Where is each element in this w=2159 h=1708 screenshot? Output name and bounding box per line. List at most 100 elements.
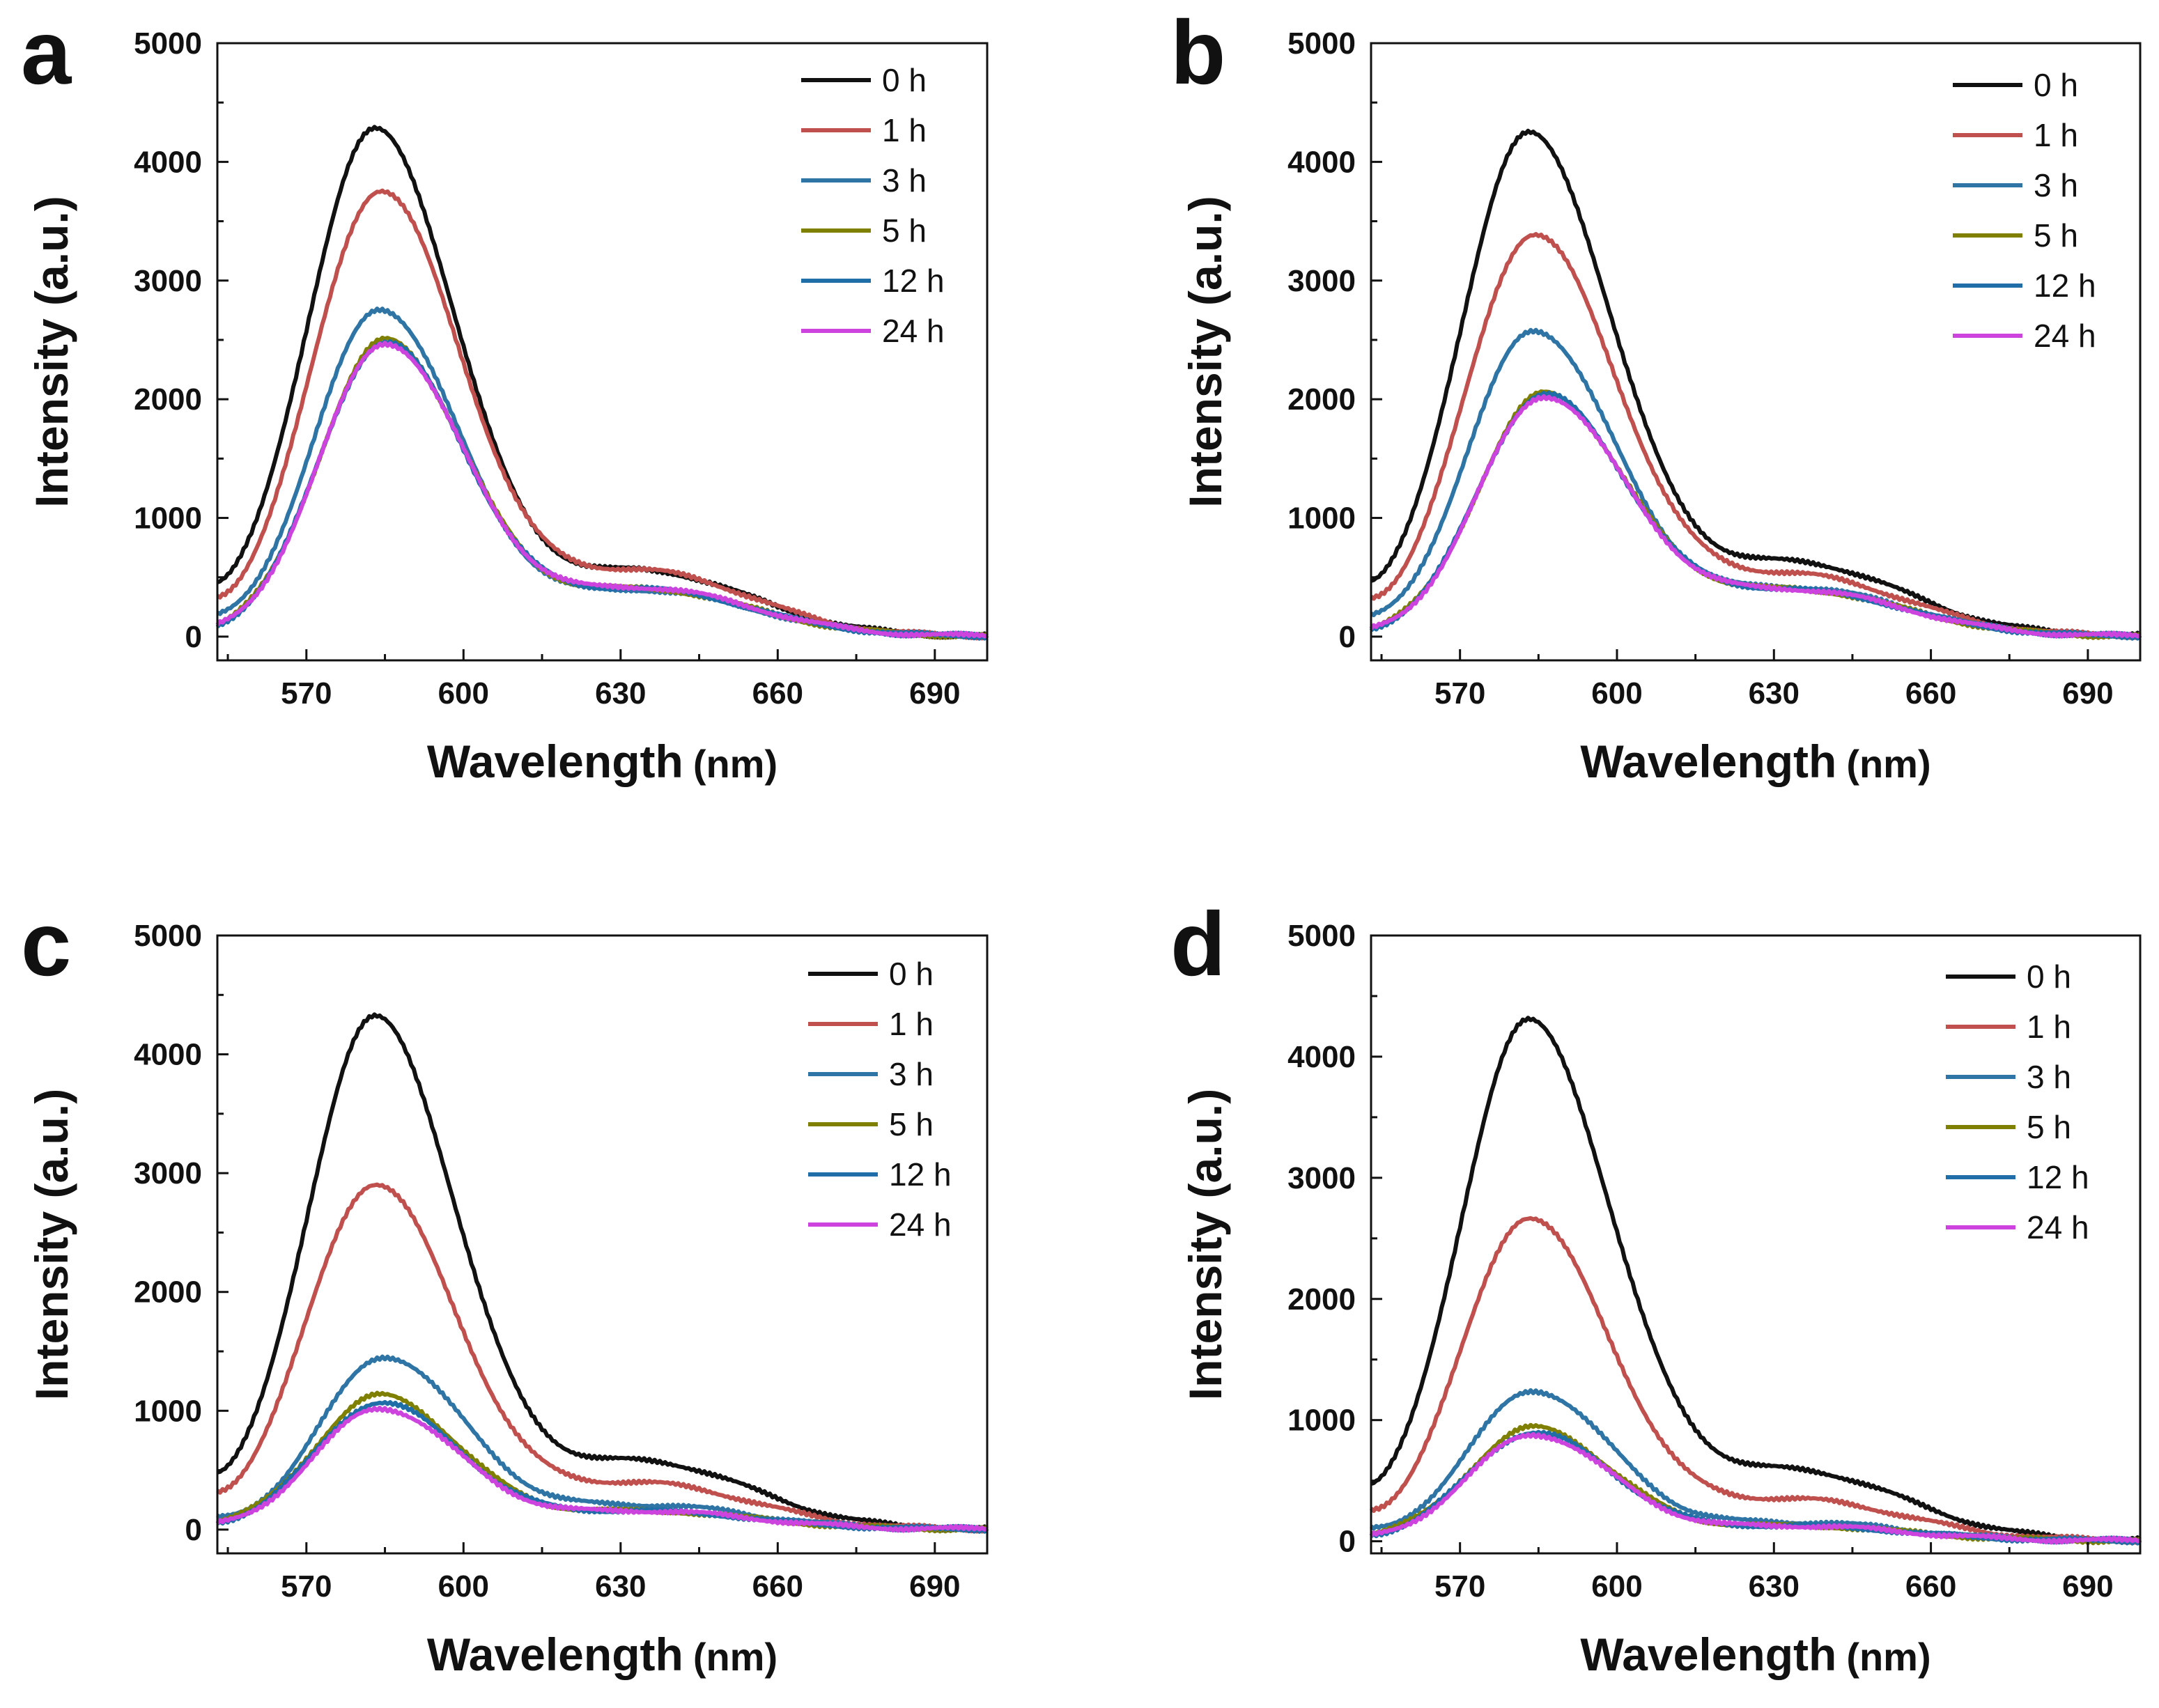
x-tick-label: 660 — [752, 1569, 803, 1604]
y-tick-label: 1000 — [134, 502, 202, 536]
y-tick-label: 5000 — [1287, 26, 1356, 61]
legend-item: 24 h — [1946, 1209, 2089, 1245]
legend-item: 5 h — [801, 212, 927, 249]
x-tick-label: 630 — [595, 676, 646, 711]
x-tick-label: 630 — [1749, 676, 1800, 711]
x-tick-label: 600 — [1591, 1569, 1642, 1604]
legend-label: 3 h — [2034, 167, 2078, 203]
series-group — [1369, 1016, 2142, 1546]
y-axis-title: Intensity (a.u.) — [1179, 1089, 1231, 1400]
legend-label: 24 h — [882, 313, 945, 349]
legend-label: 5 h — [889, 1106, 934, 1142]
x-tick-label: 660 — [752, 676, 803, 711]
legend-label: 1 h — [2034, 117, 2078, 153]
legend-item: 24 h — [808, 1206, 952, 1243]
x-tick-label: 630 — [595, 1569, 646, 1604]
x-tick-label: 690 — [2062, 1569, 2113, 1604]
legend-item: 1 h — [808, 1006, 934, 1042]
legend-label: 12 h — [889, 1156, 952, 1193]
legend: 0 h 1 h 3 h 5 h 12 h 24 h — [1953, 67, 2096, 354]
legend-item: 1 h — [801, 112, 927, 148]
y-axis: 0 1000 2000 3000 4000 5000 — [134, 919, 229, 1547]
series-line-0h — [1370, 1016, 2142, 1544]
y-tick-label: 2000 — [134, 1275, 202, 1310]
panel-b: b 570 600 630 660 690 0 1000 2000 3000 4000 5000 Wav… — [1170, 1, 2142, 787]
plot-frame — [1370, 934, 2142, 1555]
legend-item: 12 h — [1953, 267, 2096, 304]
series-line-1h — [216, 1182, 989, 1534]
y-tick-label: 0 — [1339, 1525, 1356, 1559]
x-axis-label: Wavelength — [1580, 736, 1836, 787]
x-axis: 570 600 630 660 690 — [226, 1542, 961, 1604]
x-axis-unit: (nm) — [1846, 742, 1930, 786]
y-tick-label: 4000 — [134, 145, 202, 179]
x-tick-label: 690 — [2062, 676, 2113, 711]
legend-label: 0 h — [882, 62, 927, 98]
legend-item: 3 h — [808, 1056, 934, 1092]
x-axis-title: Wavelength (nm) — [427, 736, 777, 787]
y-tick-label: 2000 — [1287, 1282, 1356, 1317]
series-line-0h — [1370, 128, 2142, 639]
series-line-1h — [1370, 232, 2142, 640]
y-tick-label: 2000 — [134, 382, 202, 417]
legend-label: 3 h — [2027, 1059, 2071, 1095]
legend-item: 12 h — [1946, 1159, 2089, 1195]
legend-label: 3 h — [882, 162, 927, 199]
y-tick-label: 4000 — [134, 1038, 202, 1072]
legend-label: 0 h — [2027, 958, 2071, 995]
series-group — [215, 1012, 989, 1534]
legend-label: 12 h — [882, 263, 945, 299]
series-line-1h — [1369, 1216, 2142, 1545]
y-tick-label: 5000 — [1287, 919, 1356, 953]
legend-item: 0 h — [808, 956, 934, 992]
legend: 0 h 1 h 3 h 5 h 12 h 24 h — [801, 62, 945, 349]
y-tick-label: 3000 — [1287, 264, 1356, 298]
legend-label: 24 h — [2034, 318, 2096, 354]
series-group — [215, 125, 989, 641]
y-tick-label: 3000 — [134, 1156, 202, 1190]
panel-label: a — [21, 1, 72, 103]
x-tick-label: 570 — [281, 676, 332, 711]
y-tick-label: 1000 — [134, 1394, 202, 1428]
x-tick-label: 690 — [909, 1569, 960, 1604]
x-tick-label: 600 — [438, 676, 489, 711]
legend-item: 3 h — [1946, 1059, 2071, 1095]
panel-label: d — [1170, 893, 1225, 995]
x-axis-title: Wavelength (nm) — [1580, 736, 1930, 787]
y-tick-label: 5000 — [134, 26, 202, 61]
y-tick-label: 1000 — [1287, 502, 1356, 536]
series-group — [1369, 128, 2142, 641]
y-tick-label: 0 — [185, 620, 202, 654]
panel-a: a 570 600 630 660 690 0 1000 2000 3000 4000 5000 Wav… — [21, 1, 989, 787]
panel-label: b — [1170, 1, 1225, 103]
x-tick-label: 660 — [1905, 1569, 1956, 1604]
legend-item: 3 h — [1953, 167, 2078, 203]
legend-item: 5 h — [1946, 1109, 2071, 1145]
legend-item: 24 h — [1953, 318, 2096, 354]
legend-label: 3 h — [889, 1056, 934, 1092]
legend-label: 5 h — [882, 212, 927, 249]
legend-label: 0 h — [2034, 67, 2078, 103]
series-line-12h — [1369, 390, 2142, 641]
series-line-24h — [215, 1405, 989, 1533]
x-axis-label: Wavelength — [1580, 1629, 1836, 1680]
x-axis-unit: (nm) — [693, 1635, 777, 1679]
series-line-24h — [215, 341, 989, 639]
x-tick-label: 570 — [1434, 1569, 1485, 1604]
plot-frame — [216, 42, 989, 662]
panel-d: d 570 600 630 660 690 0 1000 2000 3000 4000 5000 Wav… — [1170, 893, 2142, 1680]
x-tick-label: 600 — [438, 1569, 489, 1604]
y-axis: 0 1000 2000 3000 4000 5000 — [1287, 919, 1382, 1559]
y-tick-label: 2000 — [1287, 382, 1356, 417]
x-axis-unit: (nm) — [1846, 1635, 1930, 1679]
series-line-24h — [1369, 1431, 2142, 1545]
legend-label: 24 h — [2027, 1209, 2089, 1245]
legend-item: 3 h — [801, 162, 927, 199]
y-tick-label: 4000 — [1287, 145, 1356, 179]
series-line-3h — [1370, 327, 2142, 639]
series-line-0h — [217, 1012, 989, 1533]
legend-item: 1 h — [1953, 117, 2078, 153]
x-axis-unit: (nm) — [693, 742, 777, 786]
series-line-5h — [1370, 389, 2142, 640]
legend-item: 12 h — [801, 263, 945, 299]
